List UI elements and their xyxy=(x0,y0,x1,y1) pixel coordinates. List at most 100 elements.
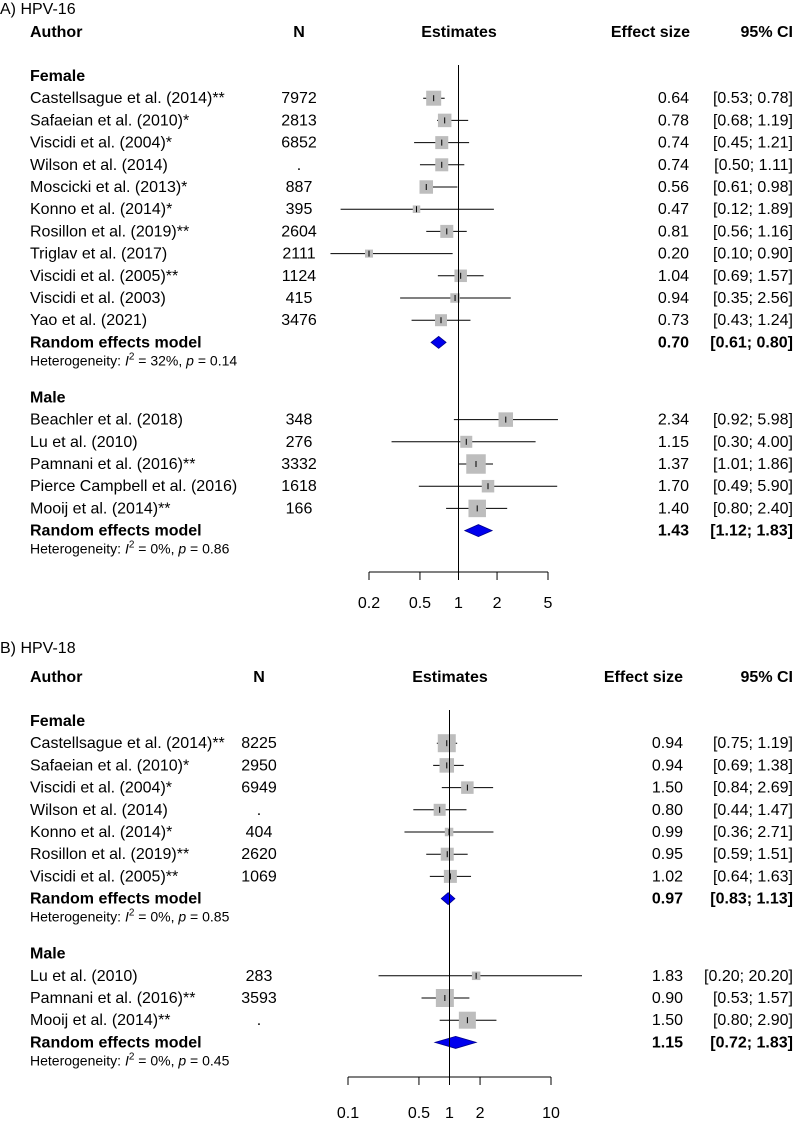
header-ci: 95% CI xyxy=(741,669,793,686)
study-ci: [0.20; 20.20] xyxy=(704,968,793,985)
study-ci: [0.92; 5.98] xyxy=(713,412,793,429)
study-effect-size: 0.56 xyxy=(658,179,689,196)
heterogeneity-text: = 0%, xyxy=(134,909,178,925)
x-tick-label: 0.5 xyxy=(409,595,431,612)
study-ci: [0.84; 2.69] xyxy=(713,780,793,797)
study-effect-size: 1.50 xyxy=(652,1012,683,1029)
study-effect-size: 0.73 xyxy=(658,312,689,329)
study-ci: [0.43; 1.24] xyxy=(713,312,793,329)
x-tick-label: 0.1 xyxy=(337,1105,359,1122)
heterogeneity-text: = 0%, xyxy=(134,1052,178,1068)
summary-ci: [1.12; 1.83] xyxy=(710,523,793,540)
study-ci: [0.59; 1.51] xyxy=(713,846,793,863)
study-effect-size: 0.74 xyxy=(658,135,689,152)
study-ci: [0.80; 2.40] xyxy=(713,500,793,517)
study-author: Konno et al. (2014)* xyxy=(30,201,172,218)
study-ci: [0.36; 2.71] xyxy=(713,824,793,841)
study-ci: [0.56; 1.16] xyxy=(713,223,793,240)
study-ci: [0.53; 0.78] xyxy=(713,90,793,107)
heterogeneity-ptext: = 0.86 xyxy=(186,541,229,557)
summary-label: Random effects model xyxy=(30,891,202,908)
study-ci: [0.68; 1.19] xyxy=(713,112,793,129)
study-ci: [0.69; 1.57] xyxy=(713,268,793,285)
study-effect-size: 0.99 xyxy=(652,824,683,841)
heterogeneity-prefix: Heterogeneity: xyxy=(30,352,125,368)
x-tick-label: 0.2 xyxy=(358,595,380,612)
heterogeneity-text: = 32%, xyxy=(134,352,186,368)
study-effect-size: 0.20 xyxy=(658,246,689,263)
study-n: 348 xyxy=(286,412,313,429)
study-effect-size: 0.47 xyxy=(658,201,689,218)
study-n: 8225 xyxy=(241,735,277,752)
header-author: Author xyxy=(30,669,82,686)
study-n: 2813 xyxy=(281,112,317,129)
study-author: Pamnani et al. (2016)** xyxy=(30,456,195,473)
study-n: 1069 xyxy=(241,868,277,885)
study-author: Rosillon et al. (2019)** xyxy=(30,223,189,240)
study-author: Castellsague et al. (2014)** xyxy=(30,735,225,752)
summary-label: Random effects model xyxy=(30,334,202,351)
heterogeneity-p: p xyxy=(177,541,186,557)
heterogeneity-i2: I xyxy=(125,1052,129,1068)
study-author: Mooij et al. (2014)** xyxy=(30,500,171,517)
study-author: Safaeian et al. (2010)* xyxy=(30,112,189,129)
study-effect-size: 1.02 xyxy=(652,868,683,885)
header-effect-size: Effect size xyxy=(611,24,690,41)
panel-title: A) HPV-16 xyxy=(0,1,76,18)
study-ci: [0.50; 1.11] xyxy=(714,157,793,174)
study-author: Rosillon et al. (2019)** xyxy=(30,846,189,863)
study-n: 3476 xyxy=(281,312,317,329)
heterogeneity-sup: 2 xyxy=(129,540,135,551)
study-n: 1124 xyxy=(282,268,317,285)
heterogeneity-sup: 2 xyxy=(129,351,135,362)
study-effect-size: 0.94 xyxy=(652,757,683,774)
header-estimates: Estimates xyxy=(412,669,488,686)
study-ci: [0.10; 0.90] xyxy=(713,246,793,263)
study-author: Wilson et al. (2014) xyxy=(30,157,168,174)
heterogeneity-prefix: Heterogeneity: xyxy=(30,541,125,557)
study-n: 6852 xyxy=(281,135,317,152)
study-n: . xyxy=(257,802,261,819)
heterogeneity-p: p xyxy=(177,1052,186,1068)
study-author: Beachler et al. (2018) xyxy=(30,412,183,429)
summary-ci: [0.83; 1.13] xyxy=(710,891,793,908)
study-n: 2604 xyxy=(281,223,317,240)
study-effect-size: 1.70 xyxy=(658,478,689,495)
study-ci: [0.35; 2.56] xyxy=(713,290,793,307)
study-ci: [1.01; 1.86] xyxy=(713,456,793,473)
study-effect-size: 0.64 xyxy=(658,90,689,107)
study-effect-size: 0.90 xyxy=(652,990,683,1007)
study-ci: [0.44; 1.47] xyxy=(713,802,793,819)
summary-diamond xyxy=(440,892,456,906)
study-effect-size: 0.81 xyxy=(658,223,689,240)
study-ci: [0.49; 5.90] xyxy=(713,478,793,495)
header-ci: 95% CI xyxy=(741,24,793,41)
study-effect-size: 0.74 xyxy=(658,157,689,174)
study-author: Viscidi et al. (2003) xyxy=(30,290,166,307)
heterogeneity-i2: I xyxy=(125,909,129,925)
study-effect-size: 1.04 xyxy=(658,268,689,285)
study-author: Yao et al. (2021) xyxy=(30,312,147,329)
study-author: Safaeian et al. (2010)* xyxy=(30,757,189,774)
study-ci: [0.45; 1.21] xyxy=(713,135,793,152)
heterogeneity-ptext: = 0.45 xyxy=(186,1052,229,1068)
study-ci: [0.75; 1.19] xyxy=(713,735,793,752)
study-author: Viscidi et al. (2005)** xyxy=(30,868,178,885)
heterogeneity-sup: 2 xyxy=(129,908,135,919)
header-effect-size: Effect size xyxy=(604,669,683,686)
group-label: Male xyxy=(30,946,66,963)
heterogeneity-p: p xyxy=(177,909,186,925)
study-n: 276 xyxy=(286,434,313,451)
study-n: . xyxy=(257,1012,261,1029)
summary-diamond xyxy=(430,335,447,349)
study-ci: [0.64; 1.63] xyxy=(713,868,793,885)
study-effect-size: 0.94 xyxy=(658,290,689,307)
study-effect-size: 1.83 xyxy=(652,968,683,985)
study-effect-size: 1.50 xyxy=(652,780,683,797)
study-n: 166 xyxy=(286,500,313,517)
study-effect-size: 0.94 xyxy=(652,735,683,752)
heterogeneity-sup: 2 xyxy=(129,1051,135,1062)
header-author: Author xyxy=(30,24,82,41)
study-effect-size: 0.80 xyxy=(652,802,683,819)
study-n: 887 xyxy=(286,179,313,196)
